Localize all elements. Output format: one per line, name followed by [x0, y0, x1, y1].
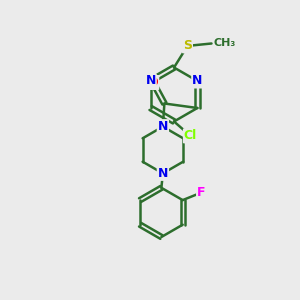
- Text: O: O: [148, 76, 158, 89]
- Text: F: F: [197, 186, 206, 199]
- Text: S: S: [183, 39, 192, 52]
- Text: N: N: [158, 167, 168, 180]
- Text: CH₃: CH₃: [213, 38, 235, 49]
- Text: N: N: [158, 120, 168, 133]
- Text: Cl: Cl: [184, 129, 197, 142]
- Text: N: N: [146, 74, 156, 88]
- Text: N: N: [192, 74, 203, 88]
